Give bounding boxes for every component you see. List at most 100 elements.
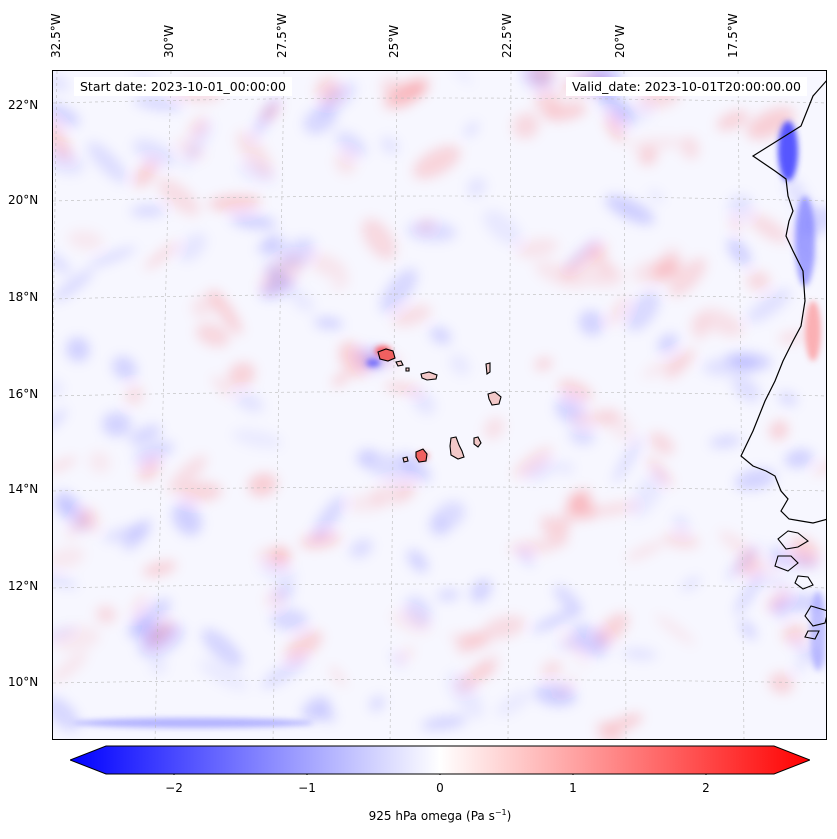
uplift-anomaly-blob — [132, 139, 177, 167]
subsidence-anomaly-blob — [813, 459, 826, 476]
lon-label-27-5w: 27.5°W — [275, 13, 289, 58]
gridline-30w — [154, 71, 172, 739]
uplift-anomaly-blob — [727, 238, 751, 266]
subsidence-anomaly-blob — [179, 482, 223, 502]
uplift-anomaly-blob — [728, 193, 753, 219]
uplift-anomaly-blob — [464, 122, 479, 137]
uplift-anomaly-blob — [605, 195, 655, 225]
lat-label-14n: 14°N — [8, 482, 39, 496]
subsidence-anomaly-blob — [649, 431, 675, 455]
subsidence-anomaly-blob — [766, 589, 790, 611]
uplift-anomaly-blob — [777, 557, 821, 568]
subsidence-anomaly-blob — [516, 238, 559, 259]
subsidence-anomaly-blob — [602, 713, 643, 735]
subsidence-anomaly-blob — [392, 304, 432, 327]
uplift-anomaly-blob — [428, 516, 449, 538]
subsidence-anomaly-blob — [534, 261, 587, 289]
map-panel[interactable] — [52, 70, 827, 740]
subsidence-anomaly-blob — [334, 151, 357, 175]
uplift-anomaly-blob — [746, 288, 792, 324]
uplift-anomaly-blob — [470, 579, 492, 603]
subsidence-anomaly-blob — [588, 243, 614, 275]
subsidence-anomaly-blob — [208, 194, 262, 211]
uplift-anomaly-blob — [261, 656, 308, 689]
gridline-27-5w — [272, 71, 285, 739]
uplift-anomaly-blob — [369, 696, 385, 711]
lon-label-17-5w: 17.5°W — [726, 13, 740, 58]
uplift-anomaly-blob — [234, 392, 264, 413]
subsidence-anomaly-blob — [346, 494, 387, 513]
subsidence-anomaly-blob — [481, 651, 502, 677]
uplift-anomaly-blob — [648, 189, 665, 203]
coastal-uplift-blob — [795, 196, 815, 286]
subsidence-anomaly-blob — [665, 348, 696, 380]
uplift-anomaly-blob — [430, 326, 452, 344]
uplift-anomaly-blob — [450, 71, 473, 85]
subsidence-anomaly-blob — [632, 260, 678, 284]
subsidence-anomaly-blob — [544, 103, 587, 121]
uplift-anomaly-blob — [406, 221, 457, 242]
uplift-anomaly-blob — [53, 252, 72, 274]
colorbar-title-main: 925 hPa omega (Pa s — [368, 809, 495, 823]
subsidence-anomaly-blob — [67, 230, 104, 250]
colorbar-title: 925 hPa omega (Pa s−1) — [0, 808, 837, 823]
uplift-anomaly-blob — [312, 495, 345, 541]
subsidence-anomaly-blob — [53, 651, 88, 684]
gridline-16n — [53, 391, 826, 397]
gridline-17-5w — [737, 71, 745, 739]
uplift-anomaly-blob — [313, 317, 344, 329]
subsidence-anomaly-blob — [53, 118, 72, 161]
subsidence-anomaly-blob — [662, 532, 700, 549]
uplift-anomaly-blob — [129, 424, 162, 446]
subsidence-anomaly-blob — [195, 323, 230, 347]
colorbar-tick-label: −2 — [165, 781, 183, 795]
subsidence-anomaly-blob — [167, 455, 208, 494]
island-sao-nicolau — [420, 371, 438, 381]
subsidence-anomaly-blob — [147, 620, 174, 647]
uplift-anomaly-blob — [555, 396, 584, 423]
subsidence-anomaly-blob — [558, 379, 593, 402]
subsidence-anomaly-blob — [748, 213, 789, 243]
subsidence-anomaly-blob — [137, 458, 161, 482]
subsidence-anomaly-blob — [227, 362, 256, 388]
uplift-anomaly-blob — [270, 609, 308, 631]
uplift-anomaly-blob — [198, 659, 249, 691]
uplift-anomaly-blob — [53, 103, 81, 127]
colorbar-title-exponent: −1 — [494, 808, 507, 817]
island-sal — [485, 362, 491, 375]
uplift-anomaly-blob — [178, 232, 207, 262]
uplift-anomaly-blob — [482, 209, 522, 246]
subsidence-anomaly-blob — [88, 451, 111, 473]
uplift-anomaly-blob — [273, 582, 294, 602]
uplift-anomaly-blob — [578, 310, 604, 336]
lon-label-30w: 30°W — [162, 24, 176, 58]
uplift-anomaly-blob — [673, 514, 690, 533]
uplift-anomaly-blob — [201, 629, 243, 667]
uplift-anomaly-blob — [66, 337, 90, 362]
africa-coastline — [740, 80, 826, 524]
subsidence-anomaly-blob — [413, 145, 461, 179]
uplift-anomaly-blob — [702, 356, 759, 377]
subsidence-anomaly-blob — [142, 561, 177, 577]
uplift-anomaly-blob — [467, 177, 487, 198]
subsidence-anomaly-blob — [124, 385, 144, 406]
subsidence-anomaly-blob — [332, 372, 350, 387]
uplift-anomaly-blob — [626, 291, 660, 332]
lat-label-22n: 22°N — [8, 98, 39, 112]
subsidence-anomaly-blob — [483, 416, 505, 440]
subsidence-anomaly-blob — [607, 295, 630, 327]
subsidence-anomaly-blob — [53, 626, 101, 652]
gridline-22n — [53, 97, 826, 104]
subsidence-anomaly-blob — [638, 147, 657, 166]
start-date-label: Start date: 2023-10-01_00:00:00 — [74, 77, 292, 96]
uplift-anomaly-blob — [182, 121, 213, 169]
subsidence-anomaly-blob — [259, 255, 305, 293]
uplift-anomaly-blob — [380, 268, 418, 313]
subsidence-anomaly-blob — [729, 217, 743, 232]
uplift-anomaly-blob — [531, 609, 578, 633]
uplift-anomaly-blob — [230, 214, 277, 229]
gridline-18n — [53, 293, 826, 300]
uplift-anomaly-blob — [555, 461, 575, 475]
subsidence-anomaly-blob — [746, 271, 770, 291]
subsidence-anomaly-blob — [257, 547, 292, 567]
